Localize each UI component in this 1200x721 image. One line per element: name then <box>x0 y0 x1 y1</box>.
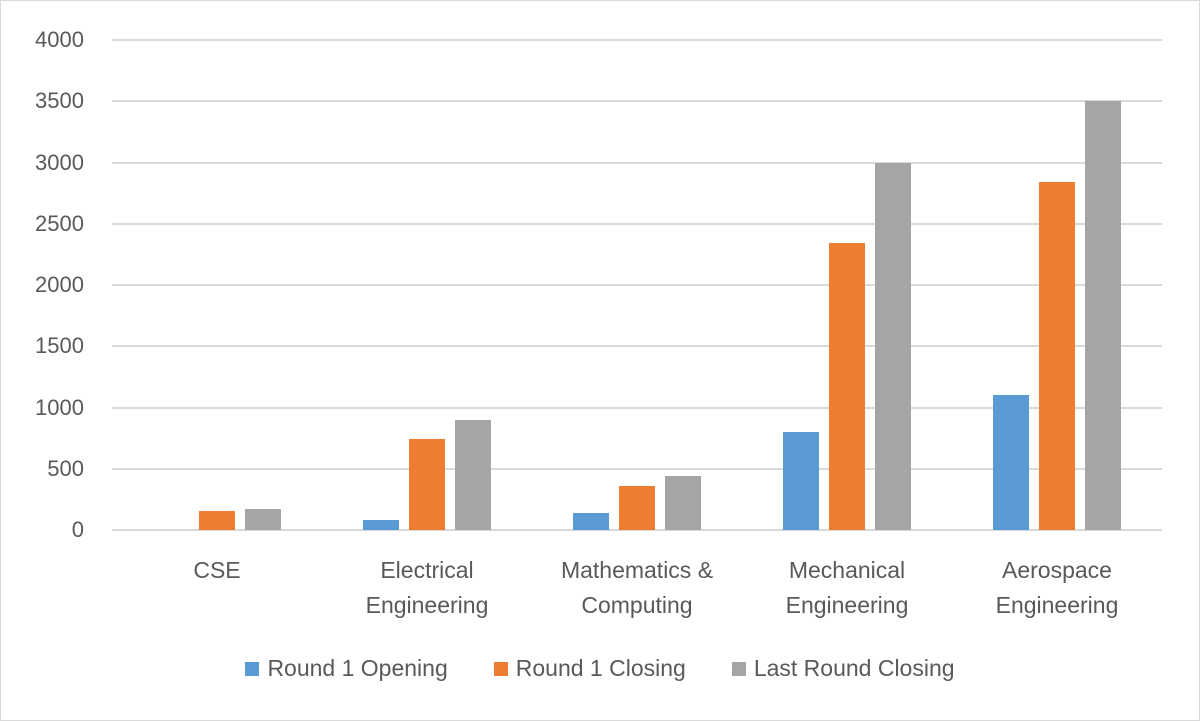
gridline <box>112 161 1162 164</box>
legend-swatch-icon <box>731 661 746 676</box>
bar <box>245 509 281 530</box>
bar <box>363 520 399 530</box>
bar <box>993 395 1029 530</box>
y-axis-tick-label: 0 <box>71 517 84 542</box>
bar <box>573 512 609 530</box>
x-axis-category-label: Mathematics & Computing <box>560 557 714 618</box>
y-axis-tick-label: 2500 <box>35 210 84 236</box>
bar <box>783 432 819 530</box>
gridline <box>112 406 1162 409</box>
bar <box>619 485 655 530</box>
y-axis-tick-label: 1500 <box>35 333 84 359</box>
gridline <box>112 284 1162 286</box>
legend-label: Round 1 Opening <box>267 655 448 681</box>
bar <box>665 476 701 530</box>
y-axis-tick-label: 1000 <box>35 394 84 420</box>
x-axis-category-label: Electrical Engineering <box>365 557 489 618</box>
y-axis-tick-label: 2000 <box>35 272 84 297</box>
legend-item: Round 1 Opening <box>245 655 448 682</box>
gridline <box>112 100 1162 103</box>
bar <box>455 419 491 530</box>
legend-item: Round 1 Closing <box>493 655 686 682</box>
x-axis-category-label: Aerospace Engineering <box>995 557 1119 618</box>
y-axis-tick-label: 500 <box>47 455 84 481</box>
bar <box>875 162 911 530</box>
legend-label: Last Round Closing <box>753 655 955 681</box>
bar <box>829 243 865 530</box>
y-axis-tick-label: 4000 <box>35 27 84 52</box>
y-axis-tick-label: 3500 <box>35 88 84 114</box>
gridline <box>112 529 1162 531</box>
legend-item: Last Round Closing <box>731 655 955 682</box>
gridline <box>112 39 1162 41</box>
bar <box>199 511 235 530</box>
legend-swatch-icon <box>245 661 260 676</box>
gridline <box>112 222 1162 225</box>
bar <box>1039 182 1075 530</box>
legend-swatch-icon <box>493 661 508 676</box>
gridline <box>112 467 1162 470</box>
legend-label: Round 1 Closing <box>515 655 686 681</box>
bar <box>409 439 445 530</box>
x-axis-category-label: CSE <box>193 557 241 583</box>
x-axis-category-label: Mechanical Engineering <box>785 557 909 618</box>
gridline <box>112 345 1162 348</box>
y-axis-tick-label: 3000 <box>35 149 84 175</box>
legend: Round 1 Opening Round 1 Closing Last Round… <box>0 655 1200 682</box>
bar <box>1085 101 1121 530</box>
